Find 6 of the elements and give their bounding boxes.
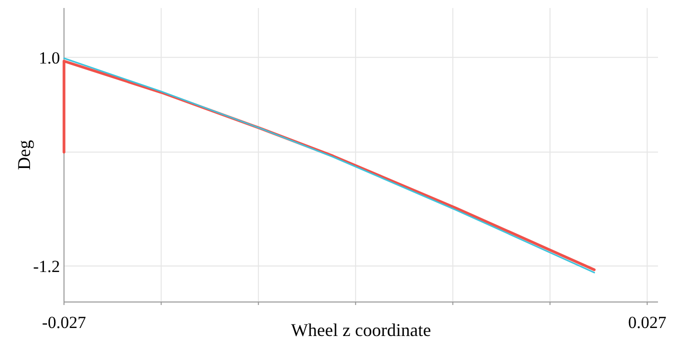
x-tick-label: 0.027 (628, 313, 667, 332)
y-tick-label: 1.0 (38, 48, 60, 68)
y-axis-title: Deg (14, 140, 34, 170)
x-tick-label: -0.027 (42, 313, 86, 332)
x-axis-title: Wheel z coordinate (291, 320, 431, 340)
y-tick-label: -1.2 (33, 256, 60, 276)
